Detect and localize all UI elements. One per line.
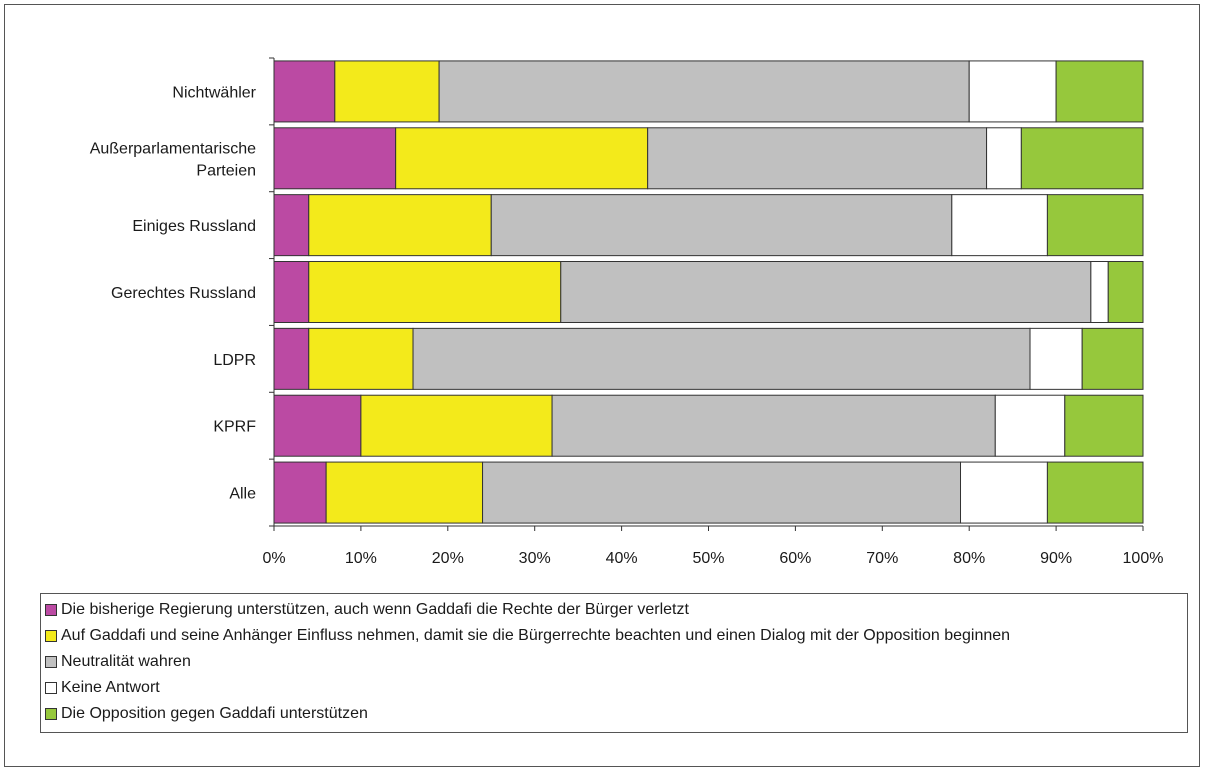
bar-segment [273,394,362,457]
x-tick-label: 40% [606,550,638,567]
bar-segment [482,461,962,524]
x-tick-label: 0% [262,550,285,567]
legend-item-regierung-unterstuetzen: Die bisherige Regierung unterstützen, au… [45,597,1187,623]
bar-segment [1107,261,1144,323]
x-tick-label: 60% [779,550,811,567]
bar-segment [1020,127,1144,190]
category-label: Alle [229,486,256,503]
bar-segment [1081,327,1144,390]
bar-segment [308,261,562,323]
bar-segment [325,461,484,524]
legend-swatch [45,682,57,694]
bar-segment [273,60,336,123]
bar-segment [1029,327,1083,390]
x-tick-label: 10% [345,550,377,567]
x-tick-label: 20% [432,550,464,567]
bar-segment [395,127,649,190]
x-tick-label: 30% [519,550,551,567]
bar-segment [308,194,492,257]
category-label: Einiges Russland [132,218,256,235]
legend-item-keine-antwort: Keine Antwort [45,675,1187,701]
x-tick-label: 80% [953,550,985,567]
bar-segment [1090,261,1109,323]
legend-swatch [45,656,57,668]
bar-segment [951,194,1048,257]
bar-segment [490,194,953,257]
bar-segment [994,394,1066,457]
legend-label: Die Opposition gegen Gaddafi unterstütze… [61,705,368,722]
bar-segment [273,327,310,390]
category-label: Nichtwähler [172,84,256,101]
bar-segment [360,394,553,457]
category-label: KPRF [213,419,256,436]
x-tick-label: 100% [1123,550,1164,567]
bar-segment [551,394,996,457]
bar-segment [647,127,988,190]
legend-swatch [45,630,57,642]
category-label: Außerparlamentarische [90,140,256,157]
bar-segment [273,261,310,323]
legend-label: Auf Gaddafi und seine Anhänger Einfluss … [61,627,1011,644]
category-label: LDPR [213,352,256,369]
bar-segment [986,127,1022,190]
legend: Die bisherige Regierung unterstützen, au… [40,593,1188,733]
bar-segment [960,461,1048,524]
bar-segment [968,60,1057,123]
legend-swatch [45,604,57,616]
legend-item-neutralitaet: Neutralität wahren [45,649,1187,675]
category-label: Gerechtes Russland [111,285,256,302]
legend-label: Keine Antwort [61,679,160,696]
legend-swatch [45,708,57,720]
bar-segment [308,327,414,390]
category-label: Parteien [196,162,256,179]
x-tick-label: 90% [1040,550,1072,567]
bar-segment [1046,461,1144,524]
legend-label: Die bisherige Regierung unterstützen, au… [61,601,689,618]
x-tick-label: 50% [692,550,724,567]
legend-item-opposition-unterstuetzen: Die Opposition gegen Gaddafi unterstütze… [45,701,1187,727]
bar-segment [273,194,310,257]
x-tick-label: 70% [866,550,898,567]
bar-segment [273,461,327,524]
bar-segment [412,327,1031,390]
bar-segment [334,60,440,123]
bar-segment [1046,194,1144,257]
bar-segment [1064,394,1144,457]
bar-segment [1055,60,1144,123]
bar-segment [273,127,397,190]
legend-label: Neutralität wahren [61,653,191,670]
bar-segment [438,60,970,123]
legend-item-einfluss-nehmen: Auf Gaddafi und seine Anhänger Einfluss … [45,623,1187,649]
bar-segment [560,261,1092,323]
